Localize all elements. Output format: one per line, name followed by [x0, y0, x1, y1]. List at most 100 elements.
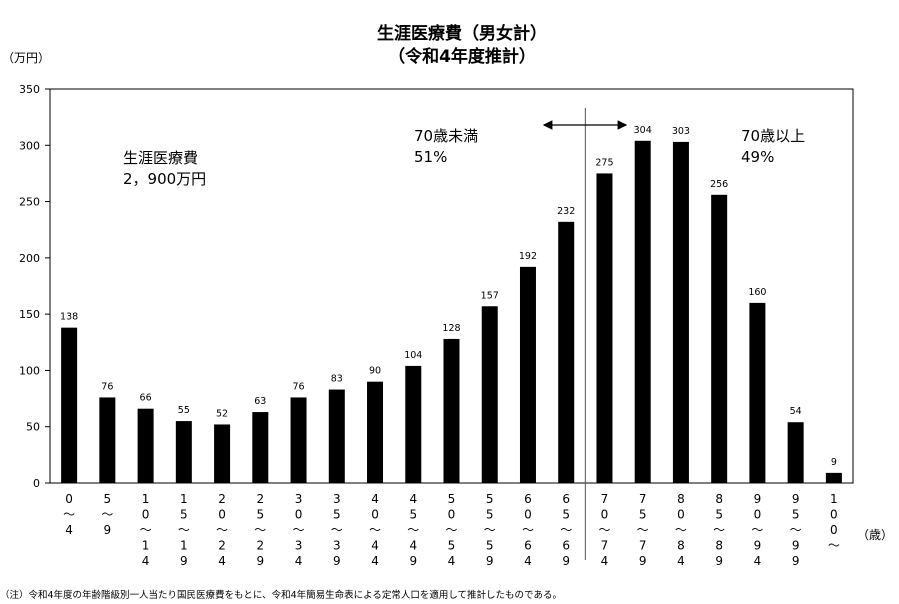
category-label-char: 1 — [830, 492, 838, 506]
category-label-char: 3 — [333, 492, 341, 506]
category-label: 65～69 — [560, 492, 572, 568]
category-label-char: 9 — [180, 554, 188, 568]
data-label: 157 — [481, 290, 499, 301]
category-label-char: 5 — [409, 508, 417, 522]
total-cost-value: 2，900万円 — [123, 170, 206, 188]
category-label: 1 00 ～ — [828, 492, 840, 553]
data-label: 138 — [60, 312, 78, 323]
category-label-char: 9 — [792, 539, 800, 553]
category-label-char: 0 — [142, 508, 150, 522]
category-label-char: 9 — [715, 554, 723, 568]
bars — [61, 140, 842, 484]
category-label-char: 0 — [218, 508, 226, 522]
category-label-char: 9 — [792, 554, 800, 568]
data-label: 66 — [140, 393, 152, 404]
category-label-char: 8 — [677, 539, 685, 553]
data-label: 55 — [178, 405, 190, 416]
category-label: 95～99 — [790, 492, 802, 568]
category-label-char: ～ — [637, 523, 649, 537]
y-tick-label: 0 — [33, 477, 40, 490]
category-label-char: 4 — [524, 554, 532, 568]
category-label: 55～59 — [484, 492, 496, 568]
category-label-char: 0 — [524, 508, 532, 522]
data-label: 90 — [369, 366, 381, 377]
category-label-char: 0 — [65, 492, 73, 506]
category-label-char: ～ — [522, 523, 534, 537]
category-label-char: 7 — [601, 492, 609, 506]
category-label: 15～19 — [178, 492, 190, 568]
category-label-char: 1 — [142, 539, 150, 553]
category-labels: 0～45～910～1415～1920～2425～2930～3435～3940～4… — [63, 492, 840, 568]
bar — [328, 389, 345, 483]
category-label-char: 5 — [486, 508, 494, 522]
category-label-char: 0 — [754, 508, 762, 522]
bar — [252, 412, 269, 483]
category-label: 90～94 — [751, 492, 763, 568]
category-label-char: 1 — [180, 539, 188, 553]
category-label-char: ～ — [331, 523, 343, 537]
category-label-char: ～ — [254, 523, 266, 537]
category-label-char: 9 — [486, 554, 494, 568]
chart-title: 生涯医療費（男女計） — [377, 23, 547, 44]
category-label-char: 4 — [677, 554, 685, 568]
data-label: 304 — [634, 125, 652, 136]
category-label-char: 9 — [104, 523, 112, 537]
data-label: 76 — [293, 381, 305, 392]
data-label: 54 — [790, 406, 802, 417]
category-label-char: 5 — [333, 508, 341, 522]
category-label-char: 8 — [677, 492, 685, 506]
data-label: 192 — [519, 251, 537, 262]
category-label-char: 4 — [371, 492, 379, 506]
category-label: 70～74 — [598, 492, 610, 568]
category-label: 30～34 — [293, 492, 305, 568]
category-label-char: 4 — [142, 554, 150, 568]
category-label-char: 7 — [601, 539, 609, 553]
bar — [443, 338, 460, 483]
bar — [137, 408, 154, 483]
y-tick-label: 350 — [19, 83, 40, 96]
category-label-char: 4 — [409, 539, 417, 553]
category-label-char: 1 — [180, 492, 188, 506]
category-label-char: 9 — [754, 492, 762, 506]
data-label: 83 — [331, 374, 343, 385]
category-label-char: 2 — [256, 492, 264, 506]
category-label-char: 0 — [830, 523, 838, 537]
bar — [367, 381, 384, 483]
y-tick-label: 250 — [19, 196, 40, 209]
category-label-char: 2 — [218, 492, 226, 506]
data-label: 52 — [216, 408, 228, 419]
category-label-char: 0 — [371, 508, 379, 522]
category-label-char: 4 — [409, 492, 417, 506]
category-label-char: 7 — [639, 492, 647, 506]
category-label-char: 0 — [295, 508, 303, 522]
category-label-char: 9 — [409, 554, 417, 568]
data-label: 104 — [404, 350, 422, 361]
y-tick-label: 150 — [19, 308, 40, 321]
data-label: 76 — [101, 381, 113, 392]
bar — [99, 397, 116, 483]
bar — [481, 306, 498, 483]
category-label-char: 5 — [715, 508, 723, 522]
category-label-char: ～ — [445, 523, 457, 537]
category-label-char: ～ — [407, 523, 419, 537]
category-label-char: 2 — [256, 539, 264, 553]
category-label-char: ～ — [675, 523, 687, 537]
under-70-percent: 51% — [414, 148, 447, 166]
category-label-char: 5 — [486, 539, 494, 553]
category-label-char: 9 — [792, 492, 800, 506]
category-label-char: ～ — [178, 523, 190, 537]
bar — [596, 173, 613, 483]
category-label-char: ～ — [790, 523, 802, 537]
category-label-char: 5 — [486, 492, 494, 506]
bar — [519, 266, 536, 483]
category-label-char: ～ — [216, 523, 228, 537]
category-label-char: ～ — [713, 523, 725, 537]
category-label-char: 0 — [601, 508, 609, 522]
category-label-char: ～ — [828, 539, 840, 553]
category-label-char: 8 — [715, 492, 723, 506]
lifetime-medical-cost-chart: 生涯医療費（男女計） （令和4年度推計） （万円） 05010015020025… — [2, 23, 893, 568]
category-label-char: ～ — [484, 523, 496, 537]
category-label: 75～79 — [637, 492, 649, 568]
category-label-char: 3 — [295, 492, 303, 506]
category-label-char: ～ — [369, 523, 381, 537]
